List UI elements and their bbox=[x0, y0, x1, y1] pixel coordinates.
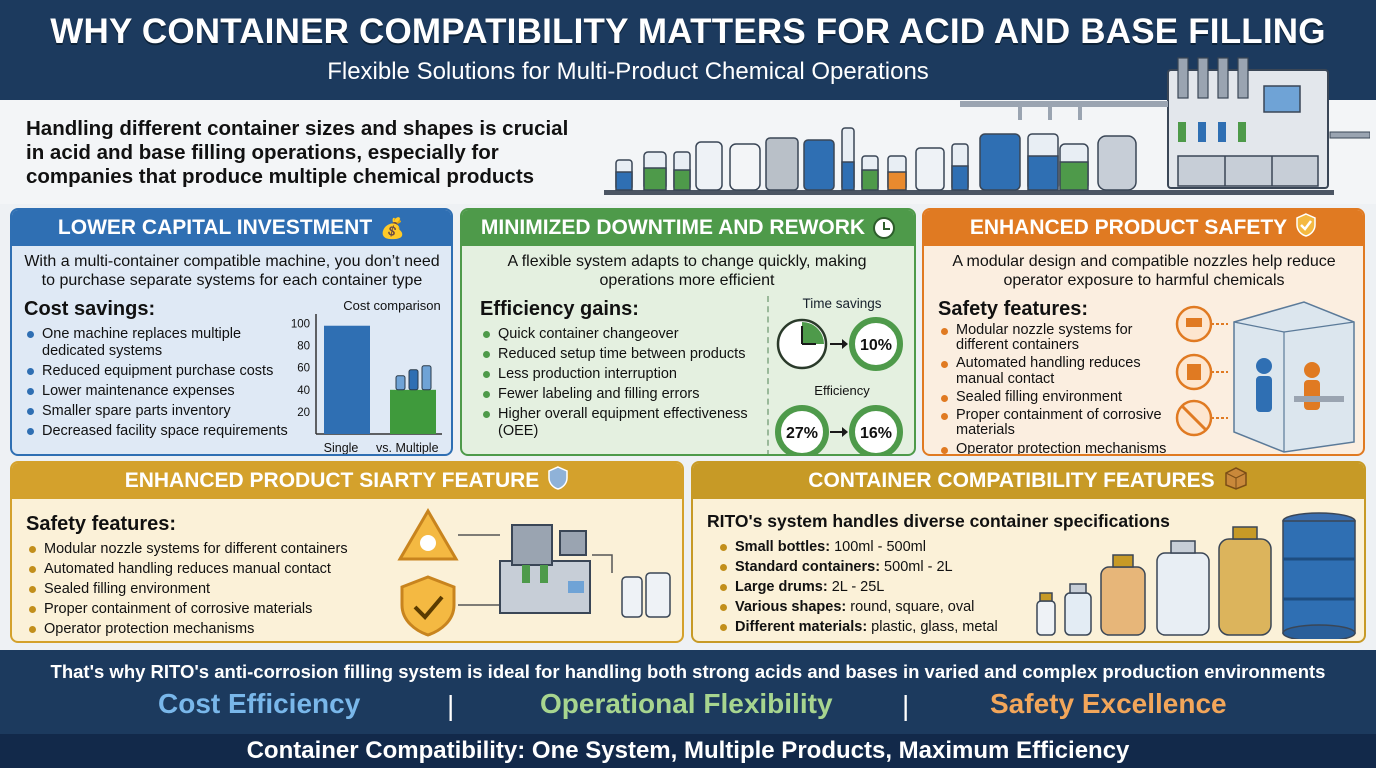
money-bag-icon: 💰 bbox=[380, 217, 406, 240]
x-tick-label: Single bbox=[324, 441, 359, 455]
y-tick-label: 20 bbox=[297, 407, 310, 419]
list-item: Decreased facility space requirements bbox=[24, 423, 299, 440]
list-item: Various shapes: round, square, oval bbox=[717, 599, 1037, 616]
header-banner: WHY CONTAINER COMPATIBILITY MATTERS FOR … bbox=[0, 0, 1376, 100]
list-item: Reduced equipment purchase costs bbox=[24, 363, 299, 380]
efficiency-before-value: 27% bbox=[786, 425, 818, 442]
list-item: Operator protection mechanisms bbox=[938, 441, 1168, 454]
footer-tagline: Container Compatibility: One System, Mul… bbox=[0, 734, 1376, 768]
list-item: Operator protection mechanisms bbox=[26, 621, 396, 638]
stopwatch-icon bbox=[776, 318, 828, 370]
warning-hazard-icon bbox=[397, 508, 459, 561]
chart-title: Cost comparison bbox=[343, 298, 441, 313]
safety-list: Modular nozzle systems for different con… bbox=[938, 322, 1168, 454]
clock-icon bbox=[873, 217, 896, 239]
x-separator-label: vs. bbox=[376, 441, 392, 455]
bar-multiple bbox=[390, 389, 436, 434]
operator-safety-illustration bbox=[1175, 301, 1355, 453]
card-title: MINIMIZED DOWNTIME AND REWORK bbox=[480, 216, 866, 239]
safety-feature-list: Modular nozzle systems for different con… bbox=[26, 541, 396, 641]
efficiency-after-value: 16% bbox=[860, 425, 892, 442]
safety-excellence-label: Safety Excellence bbox=[990, 688, 1227, 719]
list-item: Automated handling reduces manual contac… bbox=[26, 561, 396, 578]
safety-machine-illustration bbox=[397, 508, 671, 637]
list-item: Large drums: 2L - 25L bbox=[717, 579, 1037, 596]
list-item: Proper containment of corrosive material… bbox=[26, 601, 396, 618]
intro-text: Handling different container sizes and s… bbox=[26, 117, 569, 188]
list-item: Reduced setup time between products bbox=[480, 346, 750, 363]
section-heading: Safety features: bbox=[26, 513, 177, 535]
footer: That's why RITO's anti-corrosion filling… bbox=[0, 650, 1376, 768]
card-lower-capital-investment: LOWER CAPITAL INVESTMENT 💰 With a multi-… bbox=[10, 208, 453, 456]
shield-check-icon bbox=[1295, 213, 1317, 243]
container-row-icon bbox=[615, 127, 1137, 191]
list-item: Quick container changeover bbox=[480, 326, 750, 343]
shield-icon bbox=[547, 466, 569, 496]
container-sizes-illustration bbox=[1036, 512, 1356, 639]
cost-efficiency-label: Cost Efficiency bbox=[158, 688, 361, 719]
list-item: Higher overall equipment effectiveness (… bbox=[480, 406, 750, 440]
section-heading: Cost savings: bbox=[24, 298, 156, 320]
card-title: ENHANCED PRODUCT SIARTY FEATURE bbox=[124, 469, 540, 492]
time-savings-value: 10% bbox=[860, 337, 892, 354]
list-item: Small bottles: 100ml - 500ml bbox=[717, 539, 1037, 556]
list-item: Smaller spare parts inventory bbox=[24, 403, 299, 420]
list-item: One machine replaces multiple dedicated … bbox=[24, 326, 299, 360]
bottle-icon bbox=[421, 365, 432, 391]
efficiency-list: Quick container changeover Reduced setup… bbox=[480, 326, 750, 443]
filling-machine-icon bbox=[1167, 57, 1370, 189]
page-subtitle: Flexible Solutions for Multi-Product Che… bbox=[327, 58, 929, 85]
bottle-icon bbox=[408, 369, 419, 391]
card-container-compatibility: CONTAINER COMPATIBILITY FEATURES RITO's … bbox=[691, 461, 1366, 643]
card-lead: A modular design and compatible nozzles … bbox=[952, 253, 1336, 290]
section-heading: Efficiency gains: bbox=[480, 298, 639, 320]
list-item: Proper containment of corrosive material… bbox=[938, 407, 1168, 438]
cost-comparison-chart: Cost comparison 100 80 60 40 20 Single vs. Multi… bbox=[291, 298, 442, 455]
shield-check-icon bbox=[400, 575, 456, 637]
list-item: Lower maintenance expenses bbox=[24, 383, 299, 400]
list-item: Less production interruption bbox=[480, 366, 750, 383]
separator: | bbox=[447, 690, 455, 721]
list-item: Standard containers: 500ml - 2L bbox=[717, 559, 1037, 576]
card-enhanced-product-safety: ENHANCED PRODUCT SAFETY A modular design… bbox=[922, 208, 1365, 456]
page-title: WHY CONTAINER COMPATIBILITY MATTERS FOR … bbox=[50, 12, 1326, 51]
x-tick-label: Multiple bbox=[395, 441, 438, 455]
list-item: Modular nozzle systems for different con… bbox=[26, 541, 396, 558]
separator: | bbox=[902, 690, 910, 721]
card-title: LOWER CAPITAL INVESTMENT bbox=[57, 216, 373, 239]
card-lead: A flexible system adapts to change quick… bbox=[507, 253, 867, 290]
card-title: CONTAINER COMPATIBILITY FEATURES bbox=[808, 469, 1215, 492]
y-tick-label: 40 bbox=[297, 385, 310, 397]
list-item: Sealed filling environment bbox=[26, 581, 396, 598]
section-heading: Safety features: bbox=[938, 298, 1089, 320]
container-spec-list: Small bottles: 100ml - 500ml Standard co… bbox=[717, 539, 1037, 639]
section-heading: RITO's system handles diverse container … bbox=[707, 511, 1170, 531]
card-product-safety-feature: ENHANCED PRODUCT SIARTY FEATURE Safety f… bbox=[10, 461, 684, 643]
list-item: Different materials: plastic, glass, met… bbox=[717, 619, 1037, 636]
list-item: Modular nozzle systems for different con… bbox=[938, 322, 1168, 353]
cost-savings-list: One machine replaces multiple dedicated … bbox=[24, 326, 299, 443]
filling-line-illustration bbox=[604, 57, 1370, 195]
card-lead: With a multi-container compatible machin… bbox=[24, 253, 440, 290]
list-item: Sealed filling environment bbox=[938, 389, 1168, 405]
footer-summary: That's why RITO's anti-corrosion filling… bbox=[50, 661, 1326, 682]
y-tick-label: 100 bbox=[291, 319, 310, 331]
efficiency-label: Efficiency bbox=[814, 383, 870, 398]
intro-section: Handling different container sizes and s… bbox=[0, 100, 1376, 204]
y-tick-label: 60 bbox=[297, 363, 310, 375]
box-icon bbox=[1223, 466, 1249, 496]
time-savings-label: Time savings bbox=[802, 296, 882, 311]
y-tick-label: 80 bbox=[297, 341, 310, 353]
card-title: ENHANCED PRODUCT SAFETY bbox=[969, 216, 1288, 239]
list-item: Automated handling reduces manual contac… bbox=[938, 356, 1168, 386]
operational-flexibility-label: Operational Flexibility bbox=[540, 688, 833, 719]
bottle-icon bbox=[395, 375, 406, 391]
list-item: Fewer labeling and filling errors bbox=[480, 386, 750, 403]
efficiency-graphic: 10% Efficiency 27% 16% bbox=[775, 317, 903, 454]
card-minimized-downtime: MINIMIZED DOWNTIME AND REWORK A flexible… bbox=[460, 208, 916, 456]
bar-single bbox=[324, 325, 370, 434]
